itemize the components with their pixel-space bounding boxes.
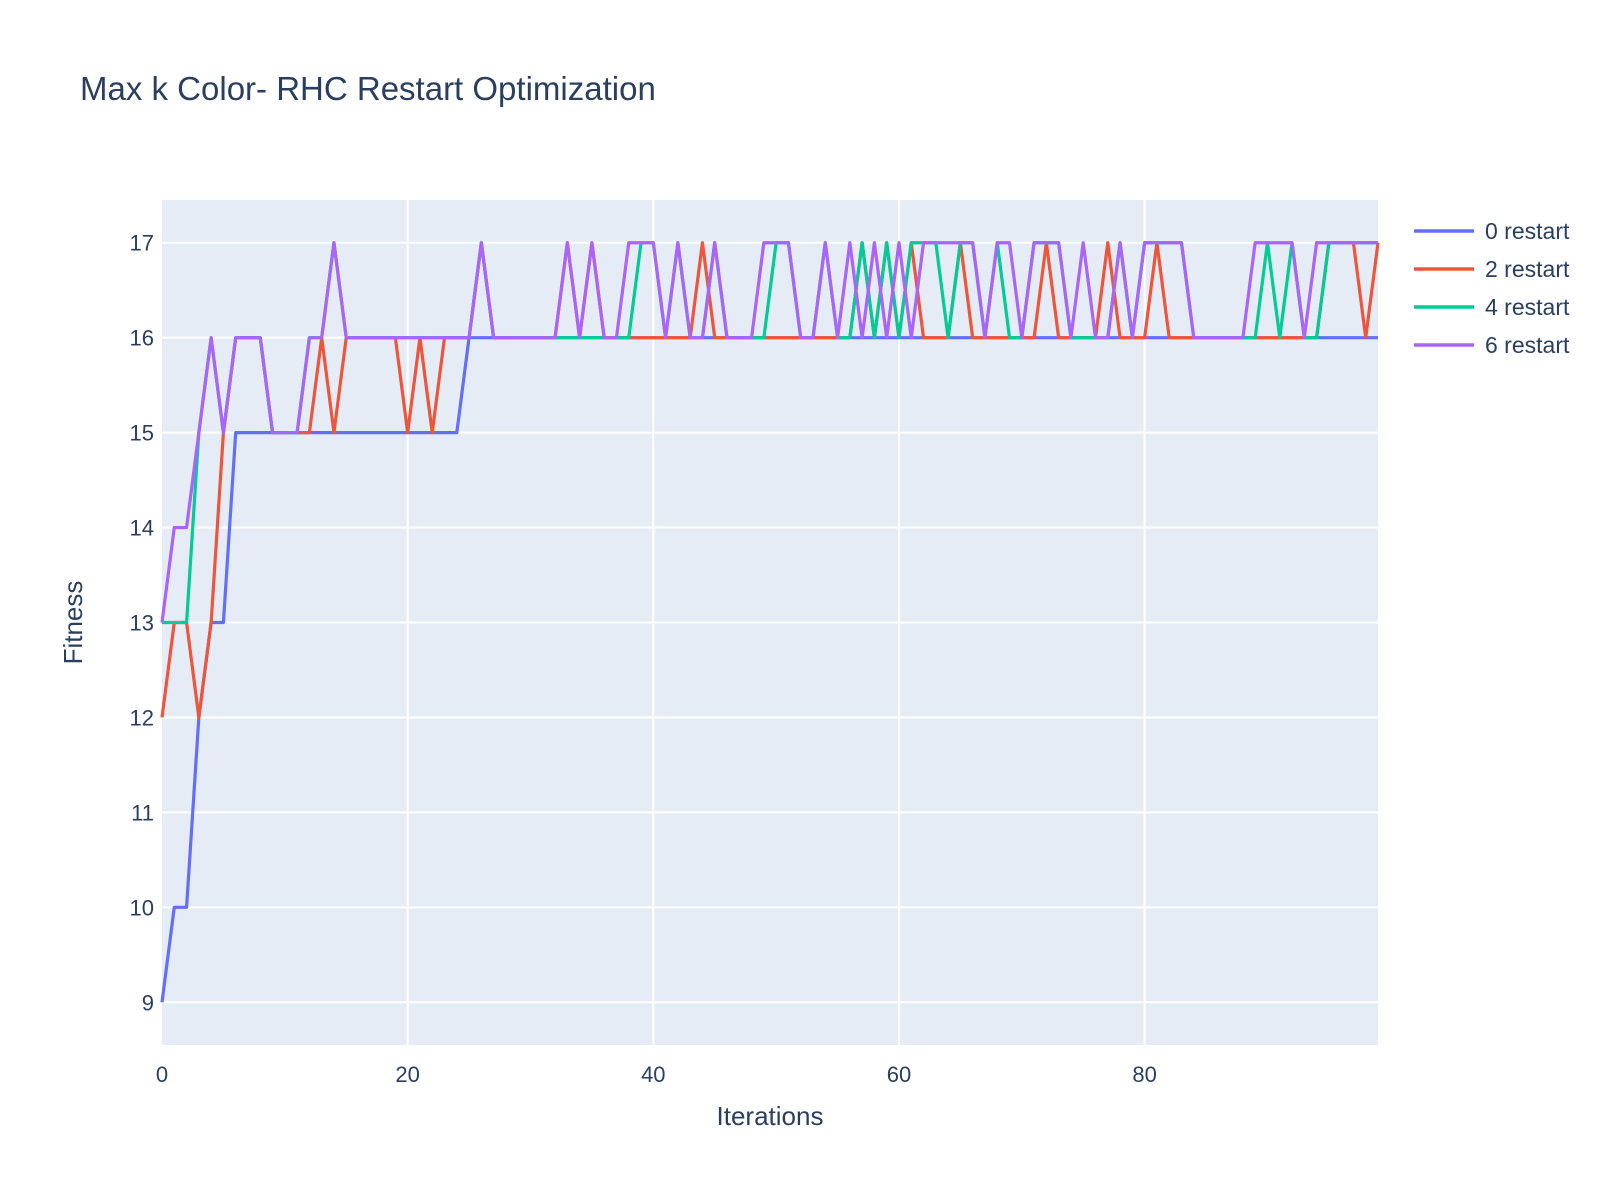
x-axis-title: Iterations bbox=[717, 1101, 824, 1131]
legend-item[interactable]: 2 restart bbox=[1414, 256, 1570, 282]
chart-title: Max k Color- RHC Restart Optimization bbox=[80, 70, 656, 107]
legend-label: 4 restart bbox=[1485, 294, 1570, 320]
y-tick-label: 10 bbox=[130, 895, 154, 920]
y-axis: 9 10 11 12 13 14 15 16 17 bbox=[130, 231, 154, 1016]
legend[interactable]: 0 restart 2 restart 4 restart 6 restart bbox=[1414, 218, 1570, 358]
x-tick-label: 80 bbox=[1132, 1062, 1156, 1087]
legend-item[interactable]: 4 restart bbox=[1414, 294, 1570, 320]
x-tick-label: 60 bbox=[887, 1062, 911, 1087]
x-tick-label: 20 bbox=[395, 1062, 419, 1087]
legend-label: 0 restart bbox=[1485, 218, 1570, 244]
y-tick-label: 14 bbox=[130, 516, 154, 541]
legend-label: 6 restart bbox=[1485, 332, 1570, 358]
y-tick-label: 15 bbox=[130, 421, 154, 446]
series-line-6-restart bbox=[160, 241, 1378, 623]
y-axis-title: Fitness bbox=[58, 581, 88, 665]
x-axis: 0 20 40 60 80 bbox=[156, 1062, 1157, 1087]
x-tick-label: 40 bbox=[641, 1062, 665, 1087]
y-tick-label: 12 bbox=[130, 705, 154, 730]
x-tick-label: 0 bbox=[156, 1062, 168, 1087]
y-tick-label: 11 bbox=[131, 800, 154, 825]
series-lines bbox=[160, 241, 1380, 1003]
y-tick-label: 9 bbox=[142, 990, 154, 1015]
y-tick-label: 13 bbox=[130, 611, 154, 636]
legend-label: 2 restart bbox=[1485, 256, 1570, 282]
y-tick-label: 17 bbox=[130, 231, 154, 256]
legend-item[interactable]: 6 restart bbox=[1414, 332, 1570, 358]
y-tick-label: 16 bbox=[130, 326, 154, 351]
legend-item[interactable]: 0 restart bbox=[1414, 218, 1570, 244]
